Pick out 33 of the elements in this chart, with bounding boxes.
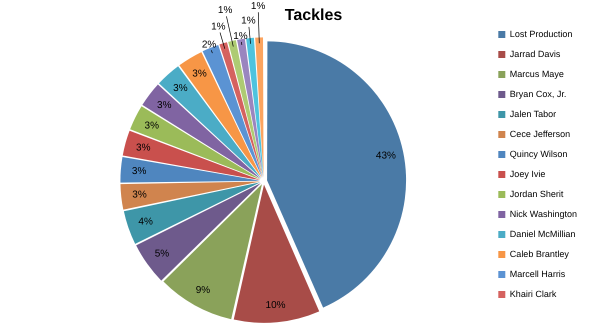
legend-label: Caleb Brantley bbox=[510, 248, 570, 259]
legend-label: Marcus Maye bbox=[510, 68, 564, 79]
data-label: 1% bbox=[250, 1, 266, 12]
data-label: 3% bbox=[136, 142, 151, 154]
legend-label: Lost Production bbox=[510, 28, 572, 39]
data-label: 43% bbox=[376, 150, 396, 162]
data-label: 4% bbox=[138, 216, 153, 228]
legend-label: Jalen Tabor bbox=[510, 108, 556, 119]
chart-title: Tackles bbox=[284, 7, 342, 24]
legend-label: Jordan Sherit bbox=[510, 188, 564, 199]
data-label: 10% bbox=[266, 300, 286, 312]
data-label: 3% bbox=[192, 68, 207, 80]
data-label: 1% bbox=[218, 5, 232, 16]
data-label: 3% bbox=[132, 166, 146, 177]
data-label: 3% bbox=[132, 190, 147, 201]
data-label: 1% bbox=[211, 21, 226, 32]
legend-label: Jarrad Davis bbox=[510, 48, 561, 59]
legend-label: Joey Ivie bbox=[510, 168, 546, 179]
data-label: 9% bbox=[196, 284, 210, 296]
data-label: 1% bbox=[233, 30, 248, 42]
data-label: 5% bbox=[154, 248, 170, 260]
data-label: 1% bbox=[241, 16, 256, 27]
legend-label: Nick Washington bbox=[510, 208, 578, 219]
legend-label: Marcell Harris bbox=[510, 268, 566, 279]
legend-label: Quincy Wilson bbox=[510, 148, 568, 159]
legend-label: Bryan Cox, Jr. bbox=[510, 88, 566, 99]
legend-label: Cece Jefferson bbox=[510, 128, 570, 139]
data-label: 3% bbox=[144, 120, 160, 132]
legend-label: Khairi Clark bbox=[510, 288, 557, 299]
data-label: 3% bbox=[173, 82, 188, 94]
data-label: 3% bbox=[157, 100, 172, 112]
legend-label: Daniel McMillian bbox=[510, 228, 576, 239]
data-label: 2% bbox=[202, 39, 216, 50]
